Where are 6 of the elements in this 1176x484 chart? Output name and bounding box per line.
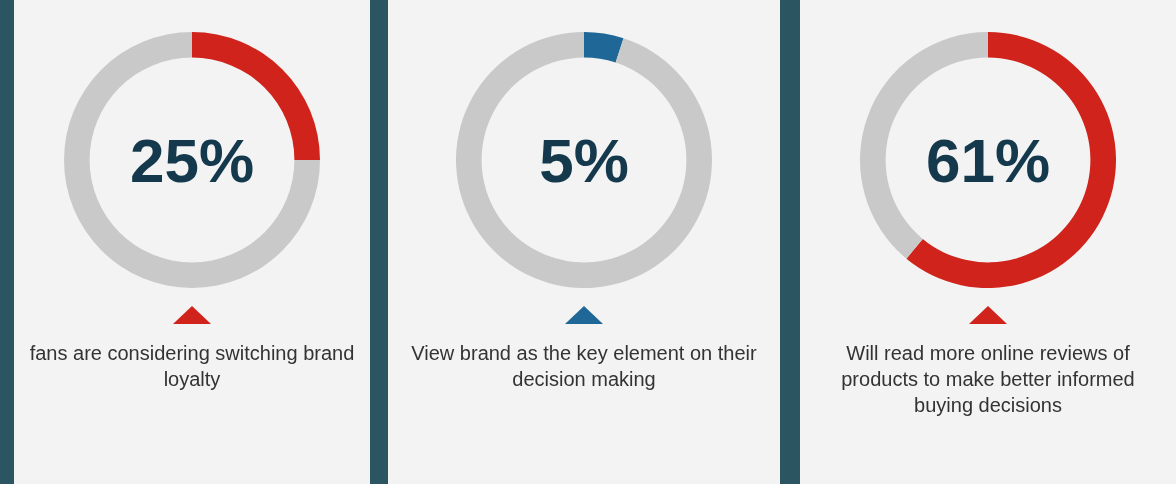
text: 61% — [925, 125, 1051, 195]
text: fans are considering switching brand loyalty — [28, 341, 356, 392]
text: View brand as the key element on their decision making — [410, 341, 758, 392]
text: Will read more online reviews of products to make better informed buying decisions — [840, 341, 1136, 418]
text: 5% — [539, 125, 629, 195]
text: 25% — [129, 125, 255, 195]
